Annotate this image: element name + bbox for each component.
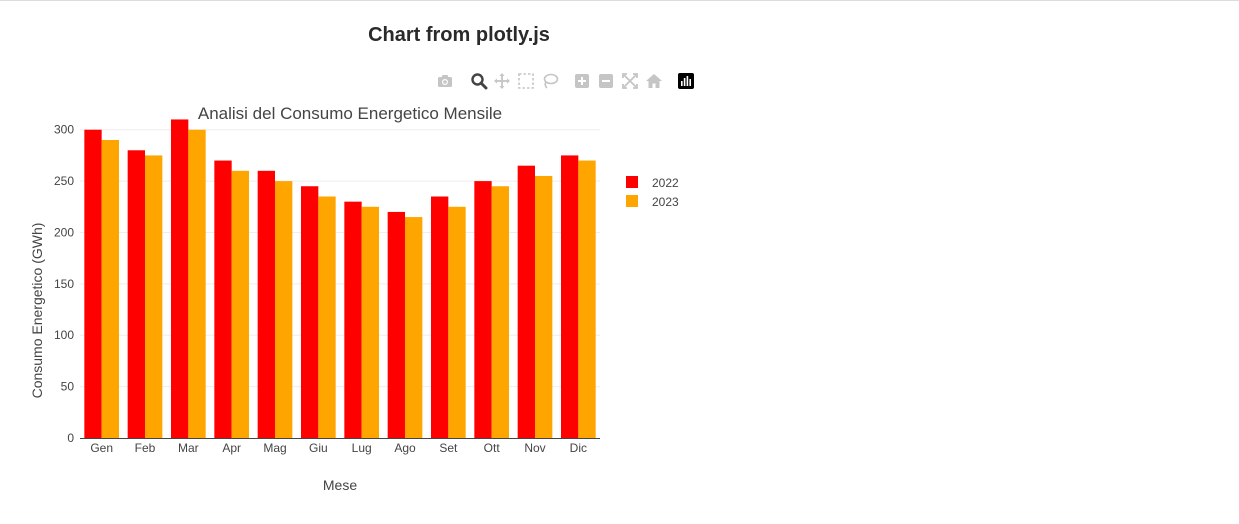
bar-2022-Ott[interactable] <box>474 181 492 439</box>
x-tick-label: Ago <box>394 441 416 455</box>
x-tick-label: Feb <box>135 441 156 455</box>
legend-label-2022[interactable]: 2022 <box>652 176 679 190</box>
legend-swatch-2022[interactable] <box>626 176 638 188</box>
bar-2022-Mag[interactable] <box>257 170 275 438</box>
bar-2023-Feb[interactable] <box>145 155 163 439</box>
autoscale-icon[interactable] <box>621 72 639 90</box>
bar-2023-Mag[interactable] <box>275 181 293 439</box>
pan-icon[interactable] <box>493 72 511 90</box>
bar-2022-Dic[interactable] <box>561 155 579 439</box>
gridlines <box>80 129 600 388</box>
bar-2023-Ago[interactable] <box>405 217 423 438</box>
plotly-logo-icon[interactable] <box>677 72 695 90</box>
chart-title: Analisi del Consumo Energetico Mensile <box>198 104 502 123</box>
bar-2023-Nov[interactable] <box>535 175 553 438</box>
x-axis-title: Mese <box>323 477 357 493</box>
bar-2023-Ott[interactable] <box>491 186 509 438</box>
bar-2023-Gen[interactable] <box>101 139 119 438</box>
bar-2022-Giu[interactable] <box>301 186 319 438</box>
bar-2023-Lug[interactable] <box>361 206 379 438</box>
bar-2022-Apr[interactable] <box>214 160 232 438</box>
y-tick-label: 50 <box>61 380 75 394</box>
x-tick-label: Nov <box>524 441 545 455</box>
legend[interactable]: 2022 2023 <box>626 176 679 209</box>
zoom-icon[interactable] <box>470 72 488 90</box>
x-tick-label: Mar <box>178 441 199 455</box>
bar-2022-Set[interactable] <box>431 196 449 438</box>
bar-2023-Giu[interactable] <box>318 196 336 438</box>
y-tick-label: 0 <box>67 431 74 445</box>
y-tick-label: 200 <box>54 225 74 239</box>
x-tick-label: Apr <box>222 441 241 455</box>
x-tick-label: Dic <box>570 441 587 455</box>
x-tick-label: Mag <box>263 441 286 455</box>
top-divider <box>0 0 1239 1</box>
reset-axes-icon[interactable] <box>645 72 663 90</box>
bar-2023-Dic[interactable] <box>578 160 596 438</box>
camera-icon[interactable] <box>436 72 454 90</box>
bar-2023-Mar[interactable] <box>188 129 206 439</box>
bar-chart: Analisi del Consumo Energetico Mensile 0… <box>29 104 679 493</box>
zoom-out-icon[interactable] <box>597 72 615 90</box>
bar-2022-Gen[interactable] <box>84 129 102 439</box>
lasso-select-icon[interactable] <box>541 72 559 90</box>
zoom-in-icon[interactable] <box>573 72 591 90</box>
y-axis-title: Consumo Energetico (GWh) <box>29 223 45 399</box>
y-tick-label: 250 <box>54 174 74 188</box>
bars <box>84 119 596 439</box>
y-tick-label: 100 <box>54 328 74 342</box>
x-tick-label: Gen <box>90 441 113 455</box>
y-axis-ticks: 0 50 100 150 200 250 300 <box>54 123 74 445</box>
bar-2022-Ago[interactable] <box>387 211 405 438</box>
bar-2022-Lug[interactable] <box>344 201 362 438</box>
x-axis-ticks: Gen Feb Mar Apr Mag Giu Lug Ago Set Ott Nov Dic <box>90 441 587 455</box>
x-tick-label: Ott <box>484 441 501 455</box>
bar-2022-Feb[interactable] <box>127 150 145 438</box>
x-tick-label: Set <box>439 441 458 455</box>
bar-2022-Nov[interactable] <box>517 165 535 438</box>
legend-label-2023[interactable]: 2023 <box>652 195 679 209</box>
bar-2023-Set[interactable] <box>448 206 466 438</box>
bar-2022-Mar[interactable] <box>171 119 189 439</box>
y-tick-label: 300 <box>54 123 74 137</box>
box-select-icon[interactable] <box>517 72 535 90</box>
y-tick-label: 150 <box>54 277 74 291</box>
legend-swatch-2023[interactable] <box>626 195 638 207</box>
page-title: Chart from plotly.js <box>368 24 550 46</box>
x-tick-label: Lug <box>352 441 372 455</box>
bar-2023-Apr[interactable] <box>231 170 249 438</box>
x-tick-label: Giu <box>309 441 328 455</box>
